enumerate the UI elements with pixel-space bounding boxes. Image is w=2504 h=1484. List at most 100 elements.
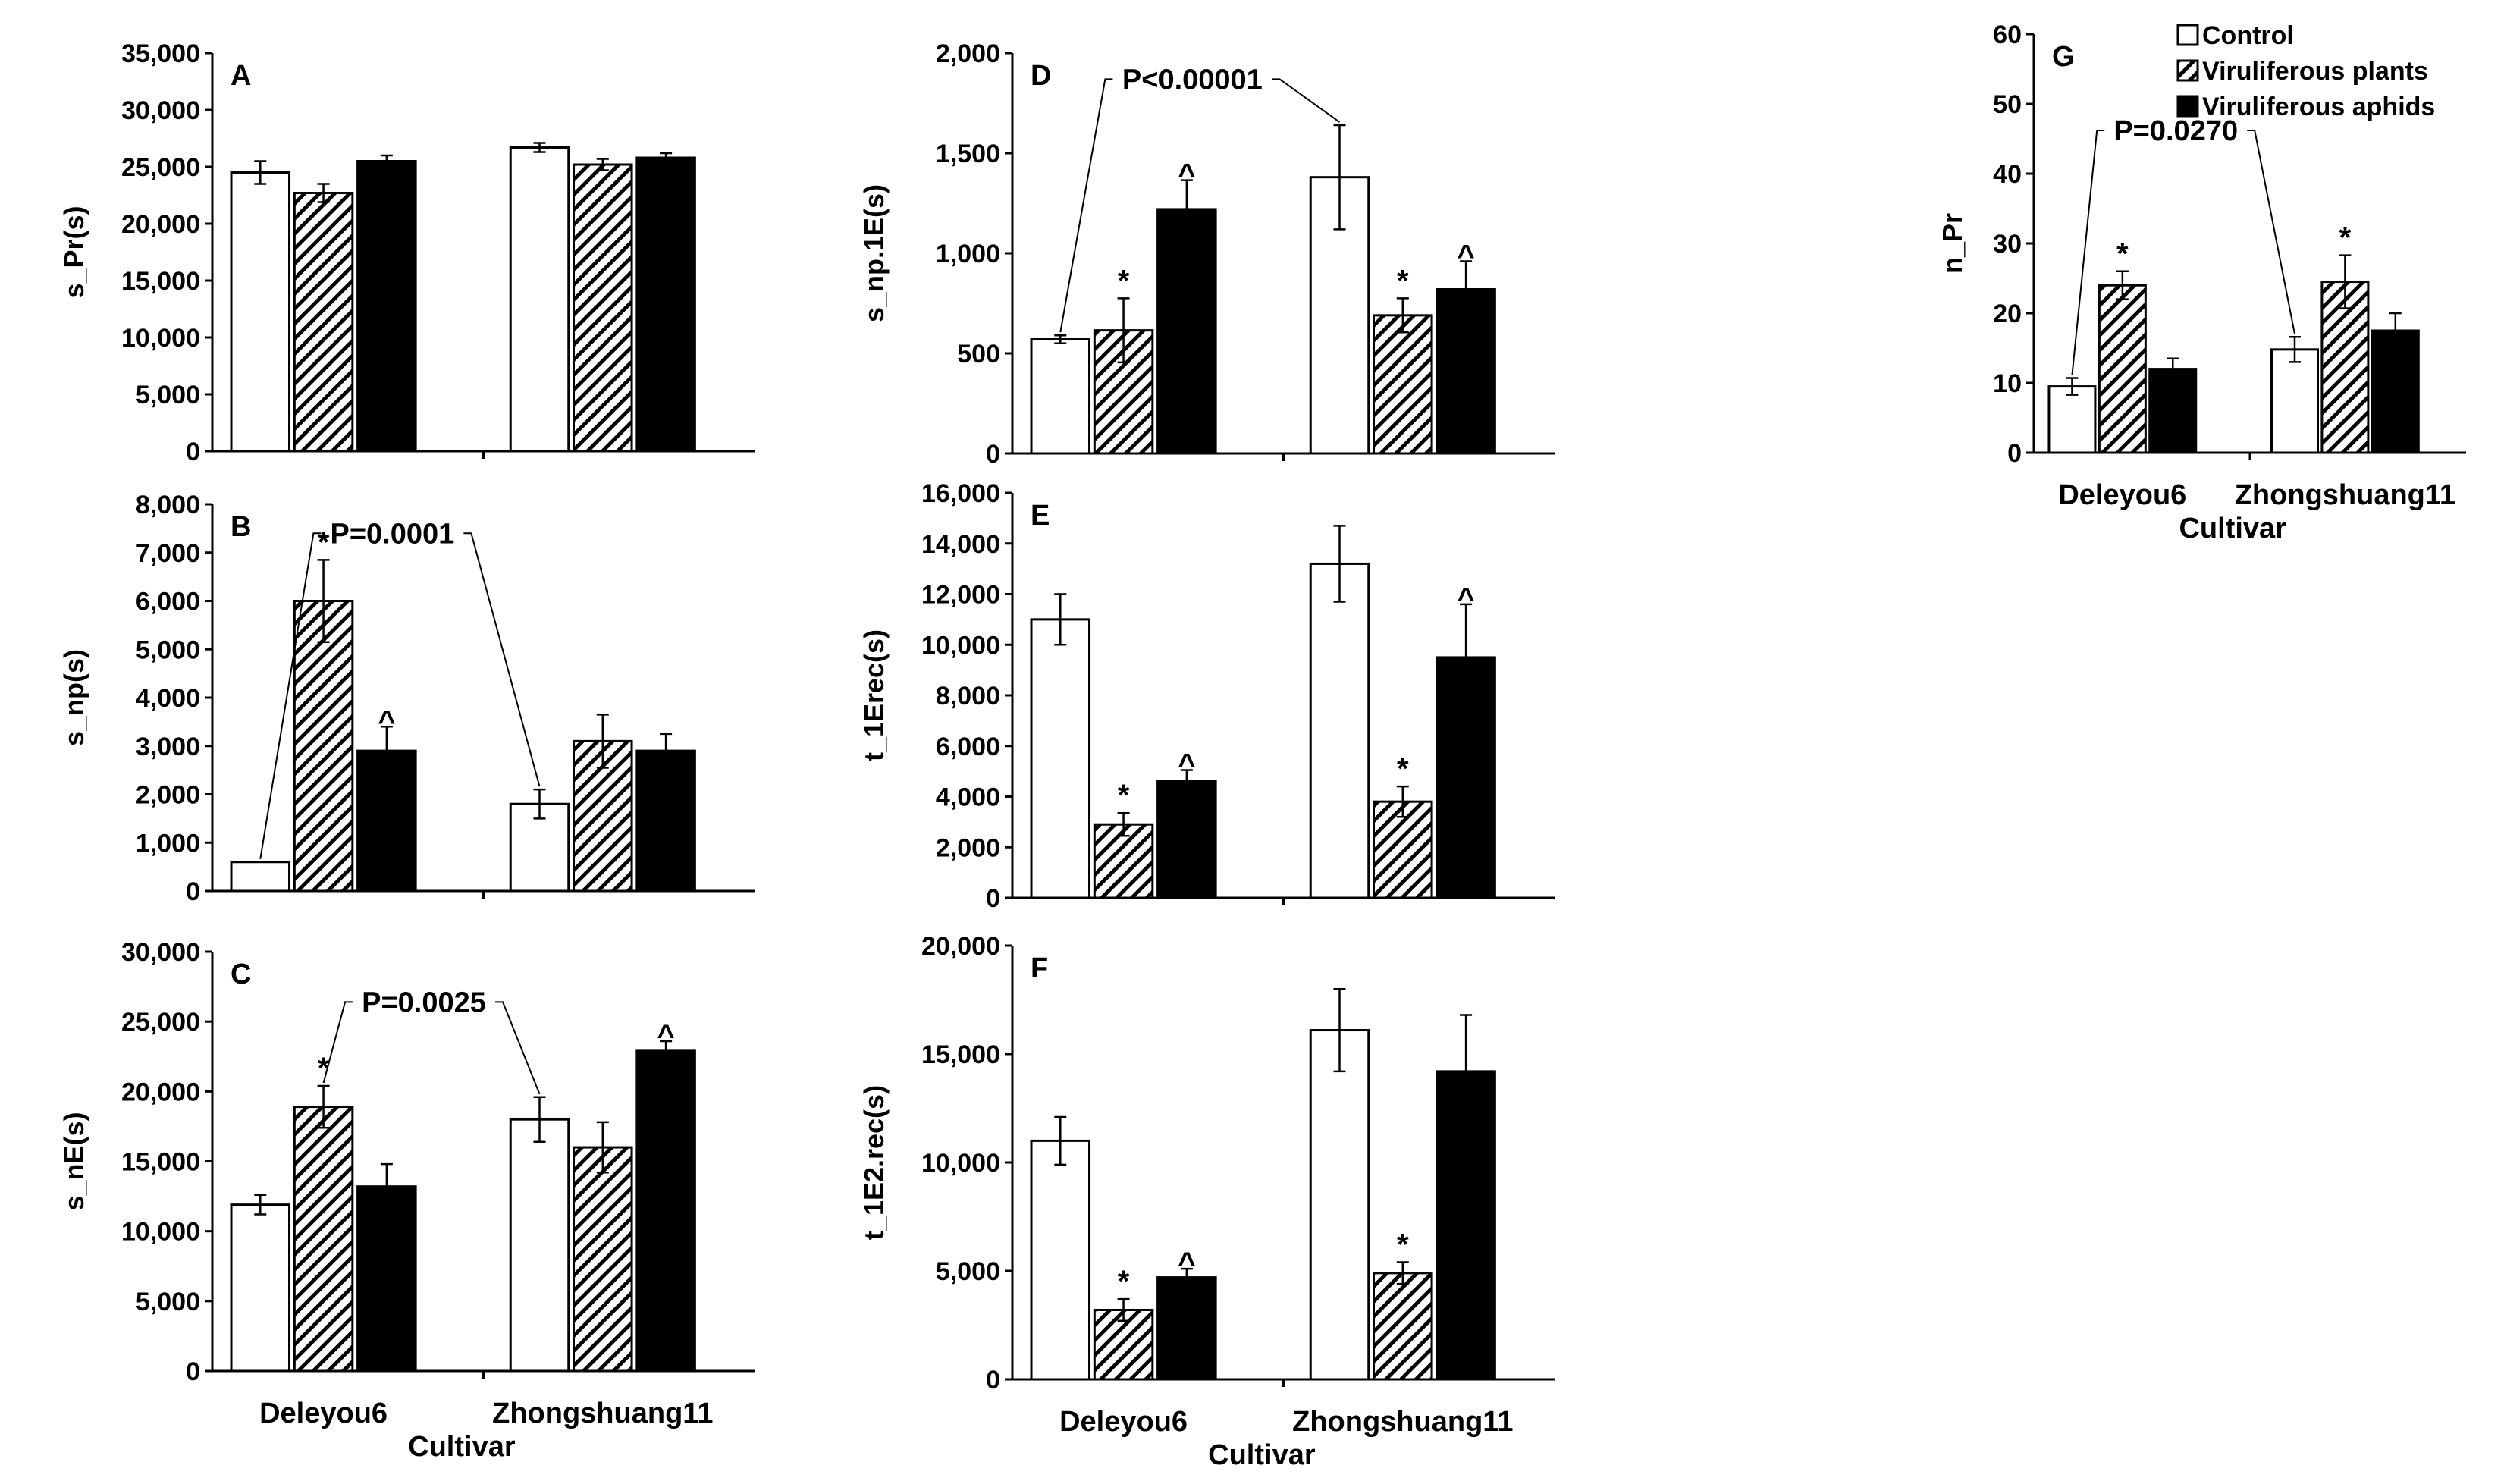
panel-letter: D: [1031, 60, 1051, 92]
y-tick-label: 0: [186, 877, 200, 906]
bar: [635, 749, 696, 893]
bar: [1156, 780, 1217, 899]
y-tick-label: 10,000: [121, 1218, 200, 1247]
bar: [1156, 1276, 1217, 1381]
x-category-label: Deleyou6: [1059, 1406, 1188, 1438]
y-tick-label: 6,000: [136, 588, 200, 617]
bar: [573, 163, 633, 453]
y-tick-label: 30: [1993, 230, 2022, 259]
bar: [509, 1118, 570, 1373]
bar: [573, 1146, 633, 1373]
x-category-label: Deleyou6: [2058, 479, 2186, 511]
y-tick-label: 4,000: [136, 684, 200, 713]
bar: [2371, 329, 2420, 454]
x-axis-title: Cultivar: [2179, 513, 2286, 544]
panel-letter: E: [1031, 500, 1050, 532]
y-tick-label: 20,000: [121, 210, 200, 239]
legend-label-viruliferous-plants: Viruliferous plants: [2202, 57, 2428, 86]
bar: [230, 1203, 291, 1373]
annotation-connector-right: [2247, 129, 2295, 334]
legend-swatch-viruliferous-plants: [2176, 59, 2199, 82]
panel-letter: B: [231, 511, 251, 543]
y-tick-label: 500: [957, 340, 1000, 369]
legend-label-control: Control: [2202, 21, 2294, 50]
y-tick-label: 5,000: [136, 635, 200, 664]
bar: [1373, 1272, 1433, 1381]
panel-d: 0 500 1,000 1,500 2,000 s_np.1E(s) D * * ^ ^ P<0.00…: [858, 39, 1555, 469]
y-tick-label: 4,000: [936, 783, 1000, 812]
y-tick-label: 8,000: [936, 682, 1000, 711]
bar: [293, 600, 354, 893]
annotation-connector-left: [259, 532, 322, 859]
y-tick-label: 14,000: [921, 530, 1000, 559]
bar: [293, 192, 354, 453]
p-value-label: P<0.00001: [1122, 64, 1263, 96]
bar: [1373, 800, 1433, 899]
y-tick-label: 3,000: [136, 733, 200, 761]
panel-letter: F: [1031, 952, 1048, 984]
annotation-connector-right: [495, 1001, 541, 1095]
significance-caret: ^: [1178, 748, 1195, 781]
y-axis-label: t_1E2.rec(s): [858, 1085, 890, 1240]
y-tick-label: 2,000: [136, 781, 200, 810]
y-tick-label: 15,000: [921, 1040, 1000, 1069]
bar: [1309, 562, 1370, 899]
y-tick-label: 0: [986, 1366, 1000, 1395]
p-value-label: P=0.0025: [362, 987, 486, 1018]
significance-asterisk: *: [1118, 1265, 1130, 1298]
y-tick-label: 5,000: [136, 1288, 200, 1316]
significance-caret: ^: [1178, 1247, 1195, 1280]
y-tick-label: 60: [1993, 20, 2022, 49]
bar: [2148, 368, 2198, 454]
y-tick-label: 16,000: [921, 479, 1000, 508]
y-tick-label: 35,000: [121, 39, 200, 68]
y-tick-label: 40: [1993, 160, 2022, 189]
bar: [2047, 385, 2097, 454]
bar: [356, 1185, 417, 1373]
x-axis-title: Cultivar: [1208, 1439, 1316, 1471]
significance-caret: ^: [1457, 582, 1474, 616]
y-tick-label: 0: [186, 1357, 200, 1386]
y-tick-label: 2,000: [936, 39, 1000, 68]
significance-caret: ^: [378, 704, 395, 738]
bar: [2320, 281, 2370, 454]
annotation-connector-left: [322, 1001, 353, 1084]
x-category-label: Zhongshuang11: [492, 1398, 713, 1429]
significance-caret: ^: [1178, 158, 1195, 192]
y-tick-label: 30,000: [121, 96, 200, 125]
bar: [635, 156, 696, 453]
panel-letter: C: [231, 958, 251, 990]
significance-asterisk: *: [1397, 752, 1409, 786]
significance-asterisk: *: [318, 1052, 330, 1085]
y-tick-label: 12,000: [921, 581, 1000, 610]
y-tick-label: 25,000: [121, 153, 200, 182]
panel-c: 0 5,000 10,000 15,000 20,000 25,000 30,000 s_nE…: [58, 938, 755, 1463]
y-axis-label: s_np.1E(s): [858, 184, 890, 322]
panel-a: 0 5,000 10,000 15,000 20,000 25,000 30,000 35,0…: [58, 39, 755, 466]
y-tick-label: 0: [986, 440, 1000, 469]
y-tick-label: 5,000: [136, 381, 200, 409]
y-axis-label: s_nE(s): [58, 1112, 89, 1210]
significance-asterisk: *: [1397, 264, 1409, 297]
y-tick-label: 20,000: [921, 932, 1000, 961]
y-tick-label: 10,000: [121, 324, 200, 353]
bar: [1373, 314, 1433, 455]
y-axis-label: s_np(s): [58, 649, 89, 746]
bar: [230, 861, 291, 893]
annotation-connector-right: [463, 532, 541, 787]
y-tick-label: 20: [1993, 300, 2022, 328]
legend-label-viruliferous-aphids: Viruliferous aphids: [2202, 93, 2435, 121]
p-value-label: P=0.0270: [2113, 115, 2238, 147]
significance-asterisk: *: [1118, 779, 1130, 812]
y-tick-label: 10: [1993, 369, 2022, 398]
bar: [1030, 1139, 1091, 1381]
bar: [1030, 618, 1091, 899]
significance-asterisk: *: [318, 526, 330, 559]
x-category-label: Zhongshuang11: [2235, 479, 2455, 511]
y-tick-label: 1,500: [936, 140, 1000, 168]
bar: [2098, 284, 2147, 454]
annotation-connector-left: [2071, 129, 2105, 375]
y-tick-label: 15,000: [121, 1148, 200, 1177]
significance-asterisk: *: [1397, 1228, 1409, 1262]
y-tick-label: 30,000: [121, 938, 200, 967]
